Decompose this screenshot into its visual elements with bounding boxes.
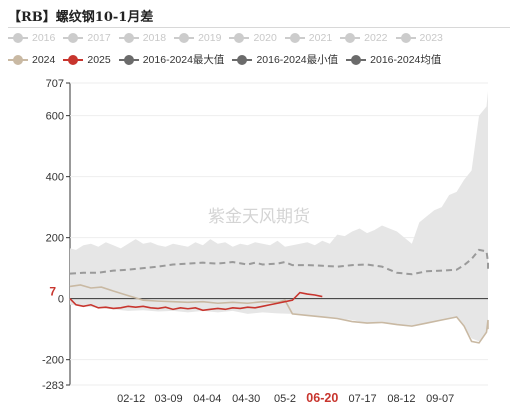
x-tick-label: 05-2 bbox=[274, 393, 296, 405]
legend-item-2019[interactable]: 2019 bbox=[174, 32, 221, 44]
y-tick-label: 200 bbox=[46, 233, 64, 245]
series-band-max-min bbox=[70, 91, 488, 342]
x-tick-label: 09-07 bbox=[426, 393, 454, 405]
x-tick-label: 03-09 bbox=[154, 393, 182, 405]
legend-item-2022[interactable]: 2022 bbox=[340, 32, 388, 44]
legend-marker-icon bbox=[63, 54, 84, 65]
legend-marker-icon bbox=[284, 33, 305, 43]
series-line-2025 bbox=[69, 291, 323, 312]
legend-label: 2019 bbox=[198, 32, 222, 44]
legend-label: 2024 bbox=[32, 53, 56, 66]
x-tick-label: 04-04 bbox=[193, 393, 221, 405]
title-divider bbox=[8, 27, 510, 28]
x-tick-label-highlight: 06-20 bbox=[306, 391, 338, 405]
legend-label: 2022 bbox=[364, 32, 388, 44]
y-tick-label: -200 bbox=[42, 355, 64, 367]
watermark-text: 紫金天风期货 bbox=[208, 207, 310, 227]
legend-row-2: 2024 2025 2016-2024最大值 2016-2024最小值 2016-202… bbox=[8, 52, 449, 67]
legend-marker-icon bbox=[63, 33, 84, 43]
y-tick-label: 400 bbox=[46, 172, 64, 184]
y-tick-label: 600 bbox=[46, 111, 64, 123]
legend-marker-icon bbox=[118, 33, 139, 43]
x-tick-label: 04-30 bbox=[232, 393, 260, 405]
x-tick-label: 02-12 bbox=[117, 393, 145, 405]
legend-label: 2016-2024最小值 bbox=[256, 54, 339, 66]
legend-item-2016-2024-[interactable]: 2016-2024均值 bbox=[346, 52, 441, 67]
legend-marker-icon bbox=[232, 54, 253, 65]
legend-item-2023[interactable]: 2023 bbox=[395, 32, 443, 44]
legend-marker-icon bbox=[395, 33, 416, 43]
legend-label: 2025 bbox=[87, 53, 111, 66]
legend-label: 2018 bbox=[142, 32, 167, 44]
legend-marker-icon bbox=[118, 54, 139, 65]
legend-label: 2021 bbox=[308, 32, 333, 44]
legend-item-2024[interactable]: 2024 bbox=[8, 54, 55, 66]
legend-marker-icon bbox=[8, 54, 28, 65]
legend-label: 2016 bbox=[32, 32, 56, 44]
series-line-2016-2024- bbox=[69, 248, 489, 276]
y-tick-label: -283 bbox=[42, 380, 64, 392]
legend-item-2021[interactable]: 2021 bbox=[284, 32, 333, 44]
legend-marker-icon bbox=[346, 54, 367, 65]
legend-marker-icon bbox=[229, 33, 250, 43]
legend-item-2020[interactable]: 2020 bbox=[229, 32, 277, 44]
legend-label: 2016-2024均值 bbox=[370, 54, 442, 66]
legend-item-2018[interactable]: 2018 bbox=[118, 32, 167, 44]
legend-row-1: 2016 2017 2018 2019 2020 2021 2022 2023 bbox=[8, 32, 451, 44]
x-tick-label: 07-17 bbox=[349, 393, 377, 405]
legend-marker-icon bbox=[8, 33, 28, 43]
legend-marker-icon bbox=[174, 33, 195, 43]
y-zero-label: 0 bbox=[58, 294, 64, 306]
chart-title: 【RB】螺纹钢10-1月差 bbox=[8, 10, 154, 25]
legend-item-2016[interactable]: 2016 bbox=[8, 32, 55, 44]
legend-label: 2020 bbox=[253, 32, 277, 44]
legend-item-2016-2024-[interactable]: 2016-2024最大值 bbox=[118, 52, 225, 67]
y-tick-label: 707 bbox=[46, 78, 64, 90]
series-line-2024 bbox=[69, 284, 489, 344]
latest-value-label: 7 bbox=[49, 285, 56, 299]
legend-item-2025[interactable]: 2025 bbox=[63, 53, 111, 66]
legend-marker-icon bbox=[340, 33, 361, 43]
legend-item-2017[interactable]: 2017 bbox=[63, 32, 111, 44]
legend-label: 2017 bbox=[87, 32, 111, 44]
x-tick-label: 08-12 bbox=[387, 393, 415, 405]
legend-label: 2016-2024最大值 bbox=[142, 54, 225, 66]
legend-item-2016-2024-[interactable]: 2016-2024最小值 bbox=[232, 52, 338, 67]
legend-label: 2023 bbox=[419, 32, 443, 44]
